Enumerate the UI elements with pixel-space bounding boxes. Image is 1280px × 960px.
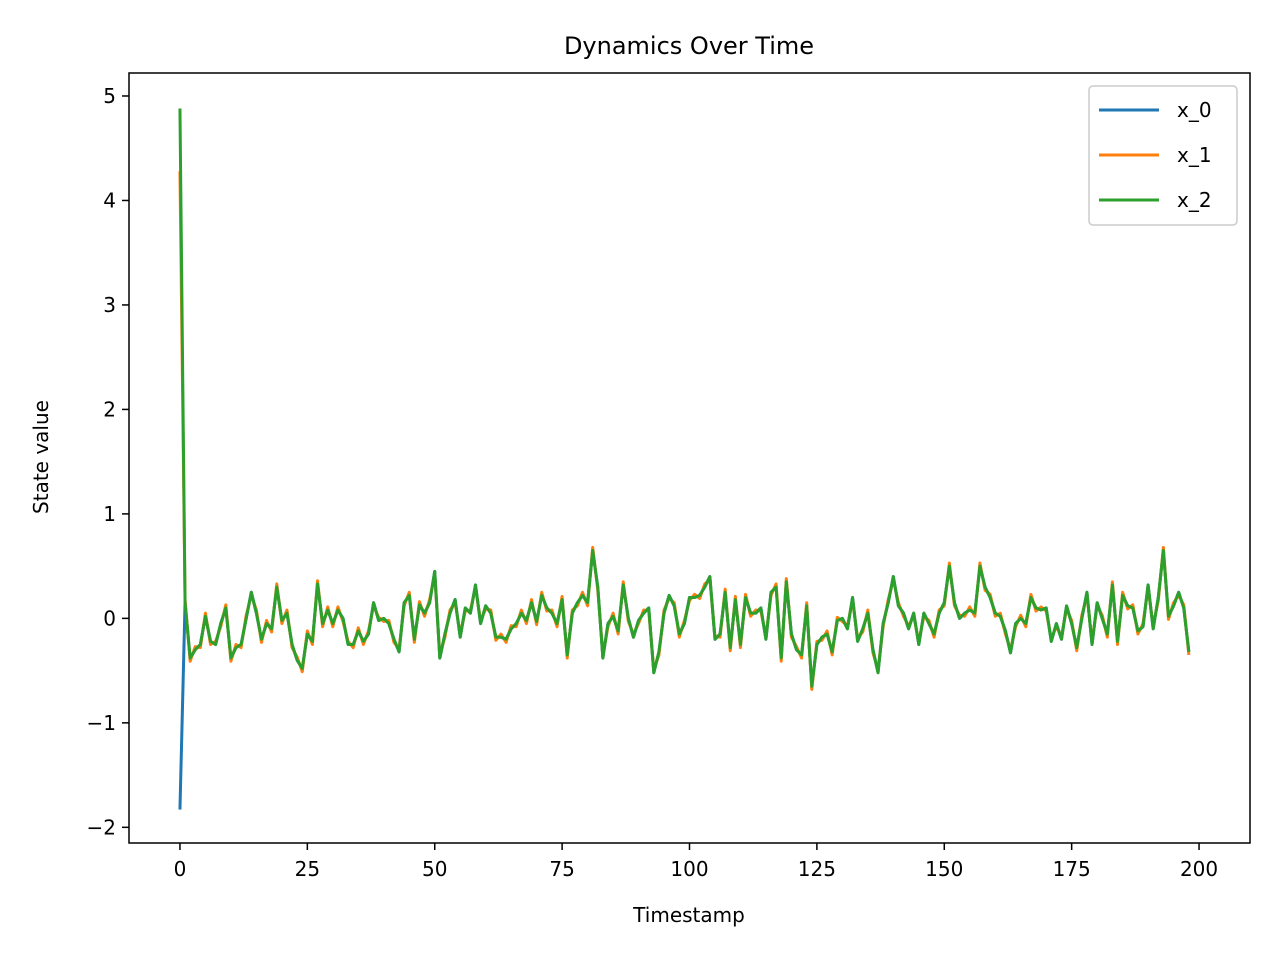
x-tick-label: 50 [422, 857, 447, 881]
y-tick-label: −1 [87, 711, 116, 735]
x-tick-label: 125 [798, 857, 836, 881]
legend-label-x-2: x_2 [1177, 188, 1212, 212]
axis-ticks: 0 25 50 75 100 125 150 175 200 −2 −1 0 1 2 3 4 5 [87, 84, 1219, 881]
y-tick-label: 4 [103, 188, 116, 212]
chart-title: Dynamics Over Time [564, 32, 814, 60]
y-tick-label: 0 [103, 606, 116, 630]
y-axis-label: State value [29, 400, 53, 514]
x-tick-label: 100 [670, 857, 708, 881]
x-tick-label: 175 [1053, 857, 1091, 881]
y-tick-label: 5 [103, 84, 116, 108]
y-tick-label: 1 [103, 502, 116, 526]
x-axis-label: Timestamp [632, 903, 745, 927]
x-tick-label: 75 [549, 857, 574, 881]
y-tick-label: 2 [103, 397, 116, 421]
legend: x_0 x_1 x_2 [1088, 85, 1238, 226]
y-tick-label: −2 [87, 815, 116, 839]
x-tick-label: 200 [1180, 857, 1218, 881]
legend-box [1088, 85, 1238, 226]
series-line-x-2 [178, 108, 1191, 688]
legend-label-x-1: x_1 [1177, 143, 1212, 167]
x-tick-label: 25 [295, 857, 320, 881]
y-tick-label: 3 [103, 293, 116, 317]
x-tick-label: 0 [174, 857, 187, 881]
legend-label-x-0: x_0 [1177, 98, 1212, 122]
x-tick-label: 150 [925, 857, 963, 881]
